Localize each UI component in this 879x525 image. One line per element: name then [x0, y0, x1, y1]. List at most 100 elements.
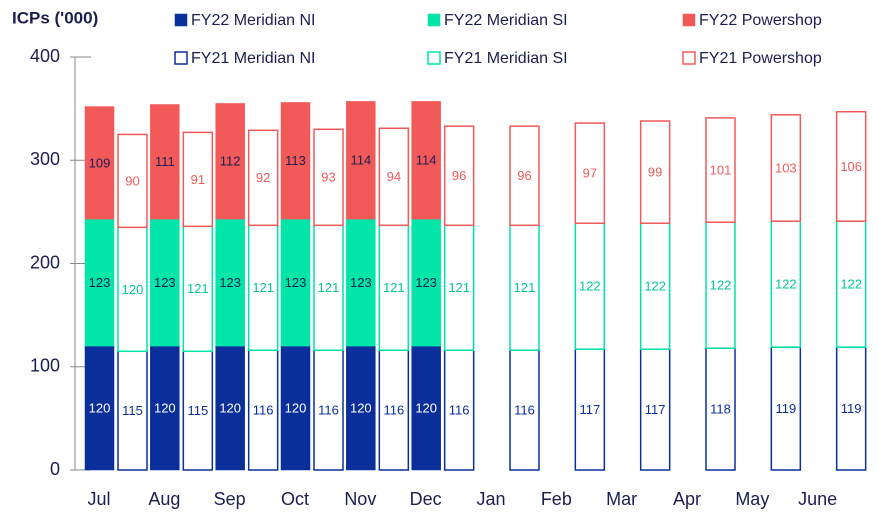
bar-segment: [247, 349, 279, 471]
bar-segment: [150, 218, 180, 347]
bar-segment: [574, 122, 606, 224]
value-label: 94: [387, 169, 401, 184]
bar-segment: [411, 218, 441, 347]
bar-segment: [84, 218, 115, 347]
value-label: 123: [154, 275, 176, 290]
value-label: 99: [648, 165, 662, 180]
bar-segment: [150, 345, 180, 471]
value-label: 120: [350, 400, 372, 415]
bar-segment: [770, 346, 802, 471]
value-label: 116: [318, 403, 339, 418]
bar-segment: [639, 120, 671, 224]
value-label: 101: [710, 162, 732, 177]
bar-segment: [117, 226, 148, 353]
value-label: 120: [89, 400, 111, 415]
x-tick-label: Mar: [606, 489, 637, 509]
bar-segment: [215, 218, 245, 347]
value-label: 122: [710, 278, 732, 293]
value-label: 115: [122, 403, 143, 418]
value-label: 109: [89, 155, 111, 170]
value-label: 122: [644, 279, 666, 294]
value-label: 118: [710, 402, 731, 417]
y-tick-label: 0: [50, 459, 60, 479]
bar-segment: [378, 224, 410, 351]
bar-segment: [509, 125, 540, 227]
value-label: 119: [841, 401, 862, 416]
value-label: 96: [452, 168, 466, 183]
value-label: 121: [187, 281, 209, 296]
value-label: 91: [191, 172, 205, 187]
value-label: 123: [350, 275, 372, 290]
bar-segment: [509, 224, 540, 351]
value-label: 121: [514, 280, 536, 295]
y-tick-label: 300: [30, 149, 60, 169]
bar-segment: [117, 133, 148, 229]
bar-segment: [313, 128, 344, 227]
x-tick-label: Feb: [541, 489, 572, 509]
value-label: 96: [517, 168, 531, 183]
bar-segment: [280, 218, 311, 347]
x-tick-label: Apr: [673, 489, 701, 509]
value-label: 117: [579, 402, 600, 417]
x-tick-label: Sep: [214, 489, 246, 509]
value-label: 121: [252, 280, 274, 295]
bar-segment: [117, 350, 148, 471]
x-tick-label: Nov: [344, 489, 376, 509]
bar-segment: [411, 345, 441, 471]
legend-label: FY21 Meridian NI: [191, 50, 316, 67]
bar-segment: [150, 104, 180, 220]
bar-segment: [247, 129, 279, 227]
bar-segment: [346, 218, 376, 347]
value-label: 106: [840, 159, 862, 174]
value-label: 119: [775, 401, 796, 416]
legend-swatch: [174, 51, 188, 65]
value-label: 116: [253, 403, 274, 418]
legend-swatch: [427, 51, 441, 65]
bar-segment: [182, 131, 214, 228]
value-label: 114: [350, 153, 371, 168]
bar-segment: [215, 345, 245, 471]
bar-segment: [443, 125, 475, 227]
legend-swatch: [427, 13, 441, 27]
bar-segment: [770, 114, 802, 222]
bar-segment: [346, 101, 376, 220]
value-label: 114: [416, 153, 437, 168]
bar-segment: [378, 349, 410, 471]
legend-label: FY22 Meridian NI: [191, 12, 316, 29]
value-label: 121: [318, 280, 340, 295]
legend-swatch: [682, 13, 696, 27]
bar-segment: [705, 117, 736, 223]
value-label: 121: [383, 280, 405, 295]
bar-segment: [411, 101, 441, 220]
value-label: 122: [840, 277, 862, 292]
bar-segment: [346, 345, 376, 471]
legend-label: FY22 Meridian SI: [444, 12, 568, 29]
value-label: 116: [449, 403, 470, 418]
x-tick-label: Jul: [87, 489, 110, 509]
bar-segment: [84, 106, 115, 220]
bar-segment: [280, 102, 311, 220]
chart-title: ICPs ('000): [12, 8, 98, 27]
value-label: 116: [383, 403, 404, 418]
value-label: 103: [775, 160, 797, 175]
bar-segment: [509, 349, 540, 471]
legend-label: FY21 Powershop: [699, 50, 822, 67]
value-label: 120: [285, 400, 307, 415]
value-label: 111: [155, 154, 175, 169]
x-tick-label: Jan: [476, 489, 505, 509]
value-label: 122: [775, 277, 797, 292]
bar-segment: [378, 127, 410, 227]
y-tick-label: 400: [30, 46, 60, 66]
value-label: 123: [285, 275, 307, 290]
bar-segment: [639, 222, 671, 350]
value-label: 123: [219, 275, 241, 290]
bar-segment: [574, 348, 606, 471]
bar-segment: [215, 103, 245, 220]
value-label: 123: [415, 275, 437, 290]
value-label: 92: [256, 170, 270, 185]
value-label: 117: [645, 402, 666, 417]
value-label: 116: [514, 403, 535, 418]
value-label: 120: [415, 400, 437, 415]
bar-segment: [313, 349, 344, 471]
